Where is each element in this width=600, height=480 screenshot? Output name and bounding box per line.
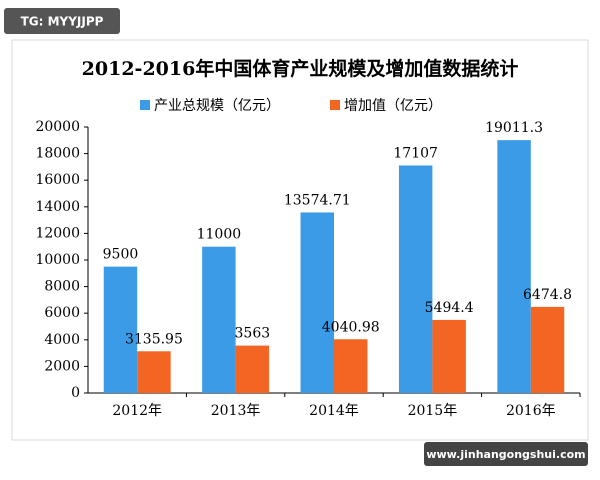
y-tick-label: 10000 — [35, 252, 80, 268]
y-tick-label: 16000 — [35, 172, 80, 188]
x-tick-label: 2015年 — [408, 403, 458, 419]
value-label: 3135.95 — [125, 331, 183, 347]
y-tick-label: 0 — [71, 385, 80, 401]
tag-text: TG: MYYJJPP — [21, 15, 104, 29]
x-tick-label: 2012年 — [112, 403, 162, 419]
value-label: 13574.71 — [284, 192, 351, 208]
bar — [334, 339, 368, 393]
y-tick-label: 14000 — [35, 199, 80, 215]
y-tick-label: 12000 — [35, 225, 80, 241]
url-box — [424, 442, 588, 466]
bar — [300, 212, 334, 393]
value-label: 3563 — [235, 326, 271, 342]
bar — [398, 165, 433, 393]
legend-label: 增加值（亿元） — [344, 98, 442, 114]
value-label: 17107 — [393, 145, 438, 161]
tag-box — [4, 8, 120, 34]
legend-swatch — [140, 100, 150, 110]
y-tick-label: 4000 — [44, 332, 80, 348]
value-label: 6474.8 — [523, 287, 572, 303]
bar — [530, 306, 565, 393]
y-tick-label: 20000 — [35, 119, 80, 135]
y-tick-label: 6000 — [44, 305, 80, 321]
bar — [235, 345, 270, 393]
legend-label: 产业总规模（亿元） — [154, 98, 280, 114]
bar — [202, 246, 236, 393]
chart-title: 2012-2016年中国体育产业规模及增加值数据统计 — [82, 57, 519, 80]
bar — [103, 266, 138, 393]
legend-swatch — [330, 100, 340, 110]
y-tick-label: 8000 — [44, 279, 80, 295]
value-label: 9500 — [103, 247, 139, 263]
url-text: www.jinhangongshui.com — [426, 448, 585, 461]
x-tick-label: 2014年 — [309, 403, 359, 419]
bar — [497, 140, 531, 393]
value-label: 11000 — [197, 227, 242, 243]
bar — [137, 351, 171, 393]
value-label: 4040.98 — [322, 319, 380, 335]
value-label: 19011.3 — [485, 120, 543, 136]
x-tick-label: 2013年 — [211, 403, 261, 419]
value-label: 5494.4 — [425, 300, 474, 316]
x-tick-label: 2016年 — [506, 403, 556, 419]
y-tick-label: 2000 — [44, 358, 80, 374]
bar — [432, 319, 466, 393]
y-tick-label: 18000 — [35, 146, 80, 162]
